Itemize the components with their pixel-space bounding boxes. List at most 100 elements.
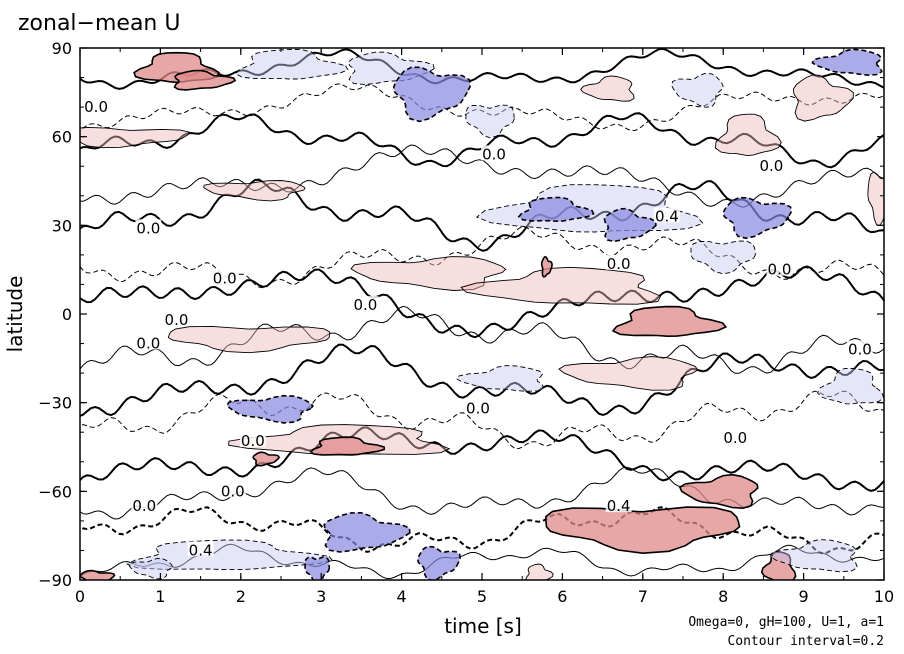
x-tick-label: 9 <box>799 587 809 606</box>
negative-contour-region <box>603 207 657 243</box>
contour-label-bg <box>135 334 162 350</box>
contour-label: 0.0 <box>213 270 237 288</box>
y-axis-label: latitude <box>3 276 27 353</box>
negative-contour-region <box>323 511 411 553</box>
positive-contour-region <box>460 266 662 305</box>
y-tick-label: 90 <box>52 39 72 58</box>
negative-contour-region <box>722 196 793 240</box>
negative-contour-region <box>811 48 883 77</box>
contour-label: 0.0 <box>482 145 506 163</box>
negative-contour-region <box>690 240 756 275</box>
contour-label: 0.0 <box>723 429 747 447</box>
contour-label: 0.0 <box>132 497 156 515</box>
y-tick-label: −60 <box>38 482 72 501</box>
zero-contour-line <box>80 466 884 520</box>
negative-contour-region <box>392 66 472 123</box>
contour-label-bg <box>605 254 632 270</box>
contour-label: 0.4 <box>655 207 679 225</box>
positive-contour-region <box>611 305 728 338</box>
positive-contour-region <box>760 551 797 580</box>
positive-contour-region <box>867 171 884 226</box>
zero-contour-line <box>80 426 884 492</box>
positive-contour-region <box>525 563 554 580</box>
contour-label-bg <box>605 497 632 513</box>
zero-contour-line <box>80 506 884 555</box>
positive-contour-region <box>580 75 635 102</box>
contour-label: 0.4 <box>607 497 631 515</box>
contour-label-bg <box>846 340 873 356</box>
zero-contour-line <box>80 83 884 131</box>
zero-contour-line <box>80 305 884 374</box>
zero-contour-line <box>80 144 884 208</box>
positive-contour-region <box>678 473 759 510</box>
contour-label-bg <box>219 482 246 498</box>
x-tick-label: 3 <box>316 587 326 606</box>
y-tick-label: −30 <box>38 394 72 413</box>
x-tick-label: 6 <box>557 587 567 606</box>
positive-contour-region <box>252 451 281 467</box>
y-tick-label: 0 <box>62 305 72 324</box>
positive-contour-region <box>350 256 507 291</box>
contour-label: 0.0 <box>353 296 377 314</box>
contour-label-bg <box>211 269 238 285</box>
positive-contour-region <box>173 69 237 91</box>
contour-label-bg <box>163 310 190 326</box>
x-tick-label: 4 <box>397 587 407 606</box>
zero-contour-line <box>80 390 884 450</box>
negative-contour-region <box>126 539 334 571</box>
zero-contour-line <box>80 112 884 169</box>
x-tick-label: 2 <box>236 587 246 606</box>
x-axis-label: time [s] <box>444 614 522 638</box>
negative-contour-region <box>128 558 173 580</box>
negative-contour-region <box>465 104 515 139</box>
contour-label-bg <box>481 145 508 161</box>
contour-label-bg <box>352 296 379 312</box>
negative-contour-region <box>517 196 595 223</box>
y-tick-label: −90 <box>38 571 72 590</box>
parameters-note: Omega=0, gH=100, U=1, a=1 <box>688 615 884 630</box>
negative-contour-region <box>225 394 314 424</box>
contour-label-bg <box>239 432 266 448</box>
contour-label-bg <box>722 429 749 445</box>
zero-contour-line <box>80 226 884 289</box>
contour-label: 0.0 <box>165 311 189 329</box>
negative-contour-region <box>234 48 349 80</box>
negative-contour-region <box>816 368 884 405</box>
contour-label: 0.0 <box>136 335 160 353</box>
contour-label-bg <box>135 219 162 235</box>
chart-title: zonal−mean U <box>18 11 180 36</box>
contour-label-bg <box>758 157 785 173</box>
contour-label-bg <box>187 541 214 557</box>
positive-contour-region <box>544 506 741 555</box>
x-tick-label: 8 <box>718 587 728 606</box>
positive-contour-region <box>309 436 386 456</box>
contour-label-bg <box>766 260 793 276</box>
x-tick-label: 5 <box>477 587 487 606</box>
contour-label-bg <box>83 98 110 114</box>
positive-contour-region <box>540 255 553 278</box>
plot-area: 0.0 0.0 0.0 0.0 0.0 0.0 0.0 0.0 0.0 0.0 0.0 0.0 0.0 0… <box>80 48 884 580</box>
contour-label: 0.0 <box>466 400 490 418</box>
positive-contour-region <box>203 180 306 202</box>
contour-label: 0.0 <box>607 255 631 273</box>
contour-label-bg <box>131 497 158 513</box>
positive-contour-region <box>80 126 190 149</box>
contour-label: 0.0 <box>136 219 160 237</box>
contour-label: 0.0 <box>848 340 872 358</box>
contour-label: 0.0 <box>768 261 792 279</box>
positive-contour-region <box>792 74 854 122</box>
negative-contour-region <box>769 539 858 573</box>
zero-contour-line <box>80 265 884 339</box>
negative-contour-region <box>671 72 724 108</box>
y-tick-label: 30 <box>52 216 72 235</box>
negative-contour-region <box>456 365 545 392</box>
contour-label-bg <box>464 399 491 415</box>
contour-label: 0.0 <box>760 157 784 175</box>
positive-contour-region <box>714 113 782 157</box>
x-tick-label: 10 <box>874 587 894 606</box>
positive-contour-region <box>80 569 116 580</box>
positive-contour-region <box>558 356 699 391</box>
negative-contour-region <box>416 545 461 580</box>
axes: 0 1 2 3 4 5 6 7 8 9 10 −90 −60 −30 0 30 60 90 <box>38 39 894 606</box>
